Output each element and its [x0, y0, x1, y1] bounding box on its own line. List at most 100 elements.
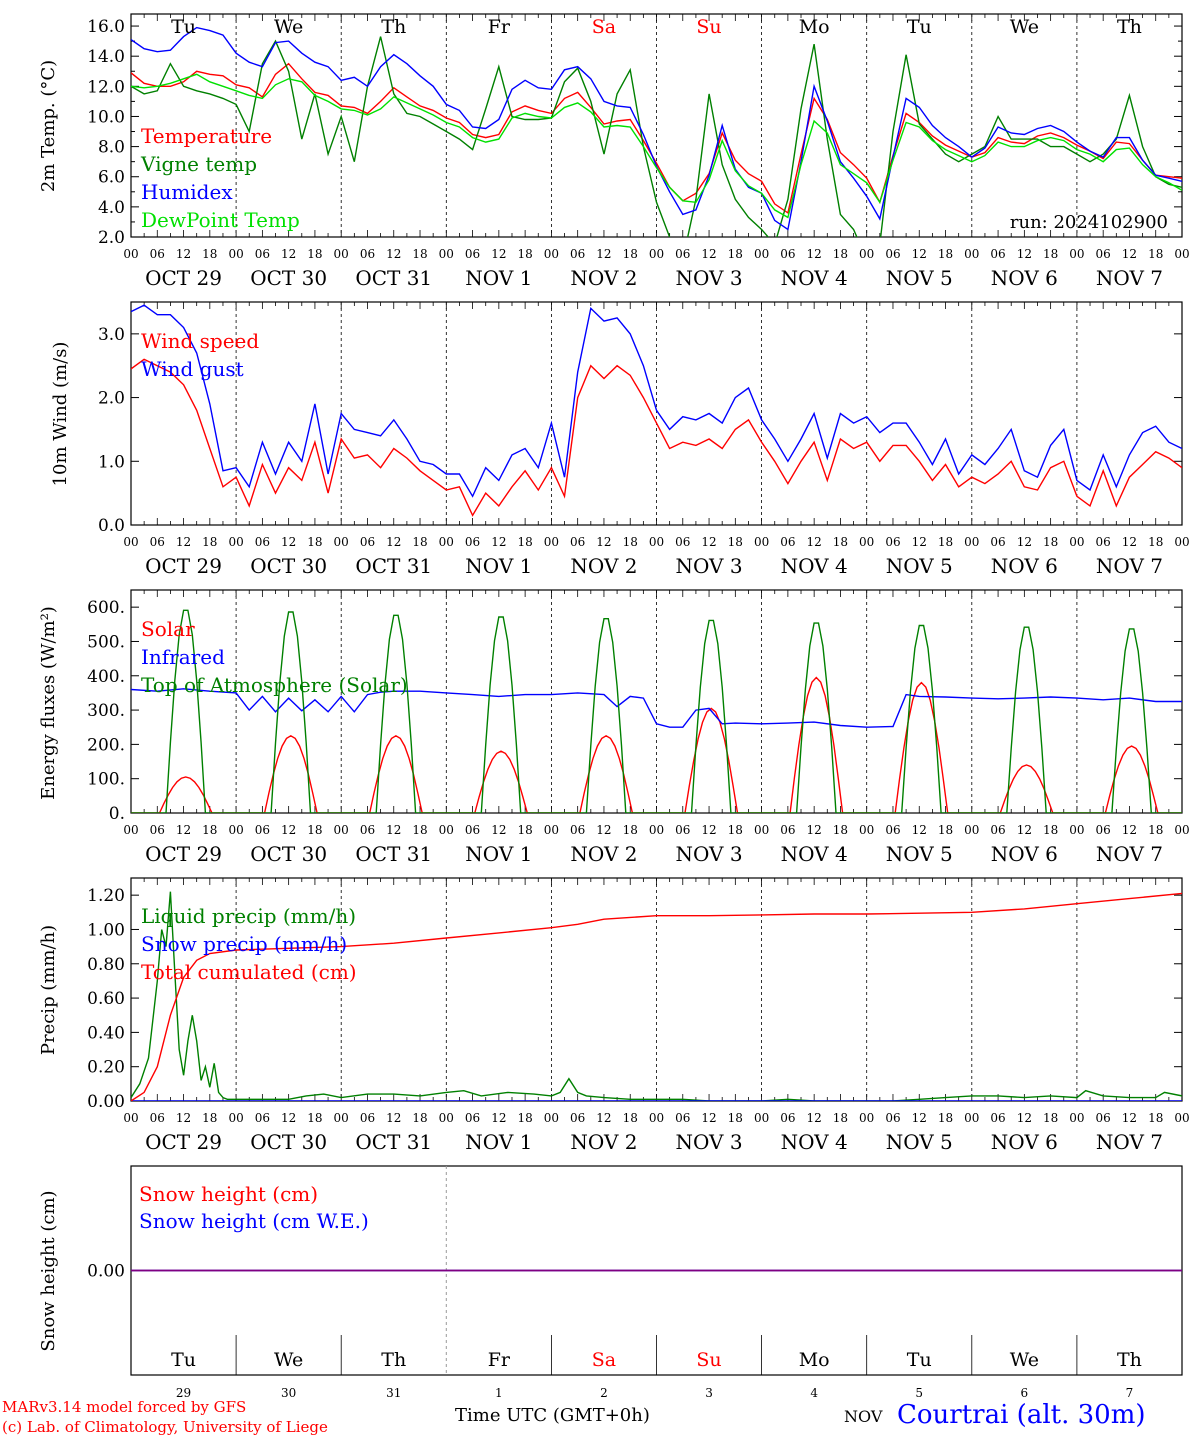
- hour-tick-label: 12: [386, 1111, 401, 1125]
- legend-entry: Humidex: [141, 180, 233, 204]
- weekday-label: Mo: [799, 1349, 830, 1371]
- hour-tick-label: 06: [255, 1111, 270, 1125]
- y-tick-label: 600.: [87, 598, 125, 618]
- y-tick-label: 100.: [87, 770, 125, 790]
- hour-tick-label: 00: [123, 247, 138, 261]
- date-label: OCT 30: [250, 266, 327, 290]
- hour-tick-label: 12: [491, 823, 506, 837]
- hour-tick-label: 18: [307, 535, 322, 549]
- y-tick-label: 0.20: [87, 1058, 125, 1078]
- hour-tick-label: 12: [1017, 535, 1032, 549]
- hour-tick-label: 06: [990, 535, 1005, 549]
- legend-entry: Wind speed: [141, 329, 259, 353]
- plot-frame: [130, 589, 1183, 814]
- series-group: [131, 26, 1182, 237]
- hour-tick-label: 12: [596, 1111, 611, 1125]
- weekday-label: We: [274, 16, 303, 38]
- date-label: NOV 7: [1096, 554, 1163, 578]
- day-number-label: 6: [1021, 1386, 1029, 1400]
- legend-entry: Snow height (cm W.E.): [139, 1209, 369, 1233]
- hour-tick-label: 12: [281, 1111, 296, 1125]
- hour-tick-label: 12: [491, 247, 506, 261]
- y-tick-label: 8.0: [98, 138, 125, 158]
- hour-tick-label: 00: [859, 823, 874, 837]
- weekday-label: Tu: [907, 1349, 932, 1371]
- hour-tick-label: 18: [307, 1111, 322, 1125]
- hour-tick-label: 18: [938, 247, 953, 261]
- y-tick-label: 2.0: [98, 228, 125, 248]
- hour-tick-label: 18: [1043, 247, 1058, 261]
- hour-tick-label: 00: [228, 247, 243, 261]
- hour-tick-label: 00: [334, 535, 349, 549]
- hour-tick-label: 00: [964, 1111, 979, 1125]
- hour-tick-label: 00: [544, 1111, 559, 1125]
- weekday-label: Fr: [488, 16, 511, 38]
- weekday-label: We: [274, 1349, 303, 1371]
- legend-entry: Vigne temp: [140, 152, 257, 176]
- hour-tick-label: 18: [1148, 823, 1163, 837]
- date-label: NOV 7: [1096, 842, 1163, 866]
- hour-tick-label: 12: [386, 823, 401, 837]
- y-tick-label: 1.0: [98, 452, 125, 472]
- date-label: NOV 3: [676, 842, 743, 866]
- hour-tick-label: 18: [728, 247, 743, 261]
- date-label: NOV 4: [781, 1130, 848, 1154]
- hour-tick-label: 00: [228, 823, 243, 837]
- hour-tick-label: 12: [386, 247, 401, 261]
- day-number-label: 7: [1126, 1386, 1134, 1400]
- hour-tick-label: 18: [412, 535, 427, 549]
- hour-tick-label: 18: [728, 823, 743, 837]
- hour-tick-label: 06: [885, 247, 900, 261]
- hour-tick-label: 12: [176, 247, 191, 261]
- hour-tick-label: 06: [150, 823, 165, 837]
- legend-entry: Solar: [141, 617, 195, 641]
- hour-tick-label: 00: [228, 535, 243, 549]
- date-label: NOV 6: [991, 1130, 1058, 1154]
- hour-tick-label: 00: [334, 247, 349, 261]
- date-label: OCT 31: [355, 842, 432, 866]
- weekday-label: Th: [1117, 16, 1142, 38]
- hour-tick-label: 18: [623, 1111, 638, 1125]
- legend-entry: Liquid precip (mm/h): [141, 904, 356, 928]
- hour-tick-label: 12: [491, 535, 506, 549]
- hour-tick-label: 12: [281, 247, 296, 261]
- panel-2: 0.0 1.0 2.0 3.0 10m Wind (m/s) Wind speed Wind…: [50, 301, 1190, 578]
- hour-tick-label: 06: [1096, 535, 1111, 549]
- hour-tick-label: 06: [570, 823, 585, 837]
- hour-tick-label: 18: [1043, 535, 1058, 549]
- date-label: NOV 3: [676, 266, 743, 290]
- weekday-label: Su: [696, 1349, 721, 1371]
- hour-tick-label: 12: [176, 823, 191, 837]
- date-label: NOV 7: [1096, 1130, 1163, 1154]
- hour-tick-label: 00: [1174, 823, 1189, 837]
- y-tick-label: 16.0: [87, 17, 125, 37]
- hour-tick-label: 00: [649, 823, 664, 837]
- date-label: OCT 30: [250, 842, 327, 866]
- hour-tick-label: 00: [754, 247, 769, 261]
- day-number-label: 29: [176, 1386, 191, 1400]
- hour-tick-label: 06: [990, 823, 1005, 837]
- hour-tick-label: 18: [202, 535, 217, 549]
- hour-tick-label: 18: [728, 1111, 743, 1125]
- day-number-label: 3: [705, 1386, 713, 1400]
- hour-tick-label: 00: [334, 1111, 349, 1125]
- y-tick-label: 400.: [87, 667, 125, 687]
- legend-entry: Temperature: [141, 124, 272, 148]
- weekday-label: We: [1010, 1349, 1039, 1371]
- hour-tick-label: 06: [780, 1111, 795, 1125]
- date-label: NOV 4: [781, 554, 848, 578]
- hour-tick-label: 12: [596, 247, 611, 261]
- date-label: OCT 30: [250, 1130, 327, 1154]
- day-number-label: 5: [915, 1386, 923, 1400]
- hour-tick-label: 00: [649, 535, 664, 549]
- hour-tick-label: 12: [1122, 823, 1137, 837]
- hour-tick-label: 06: [885, 1111, 900, 1125]
- legend-entry: Snow height (cm): [139, 1182, 318, 1206]
- hour-tick-label: 06: [675, 535, 690, 549]
- hour-tick-label: 06: [255, 535, 270, 549]
- panel-1: 2.0 4.0 6.0 8.0 10.0 12.0 14.0 16.0 2m Temp. (°C…: [38, 13, 1190, 290]
- date-label: NOV 4: [781, 842, 848, 866]
- y-axis-label: Energy fluxes (W/m²): [38, 606, 59, 800]
- hour-tick-label: 18: [412, 1111, 427, 1125]
- weekday-label: Th: [381, 1349, 406, 1371]
